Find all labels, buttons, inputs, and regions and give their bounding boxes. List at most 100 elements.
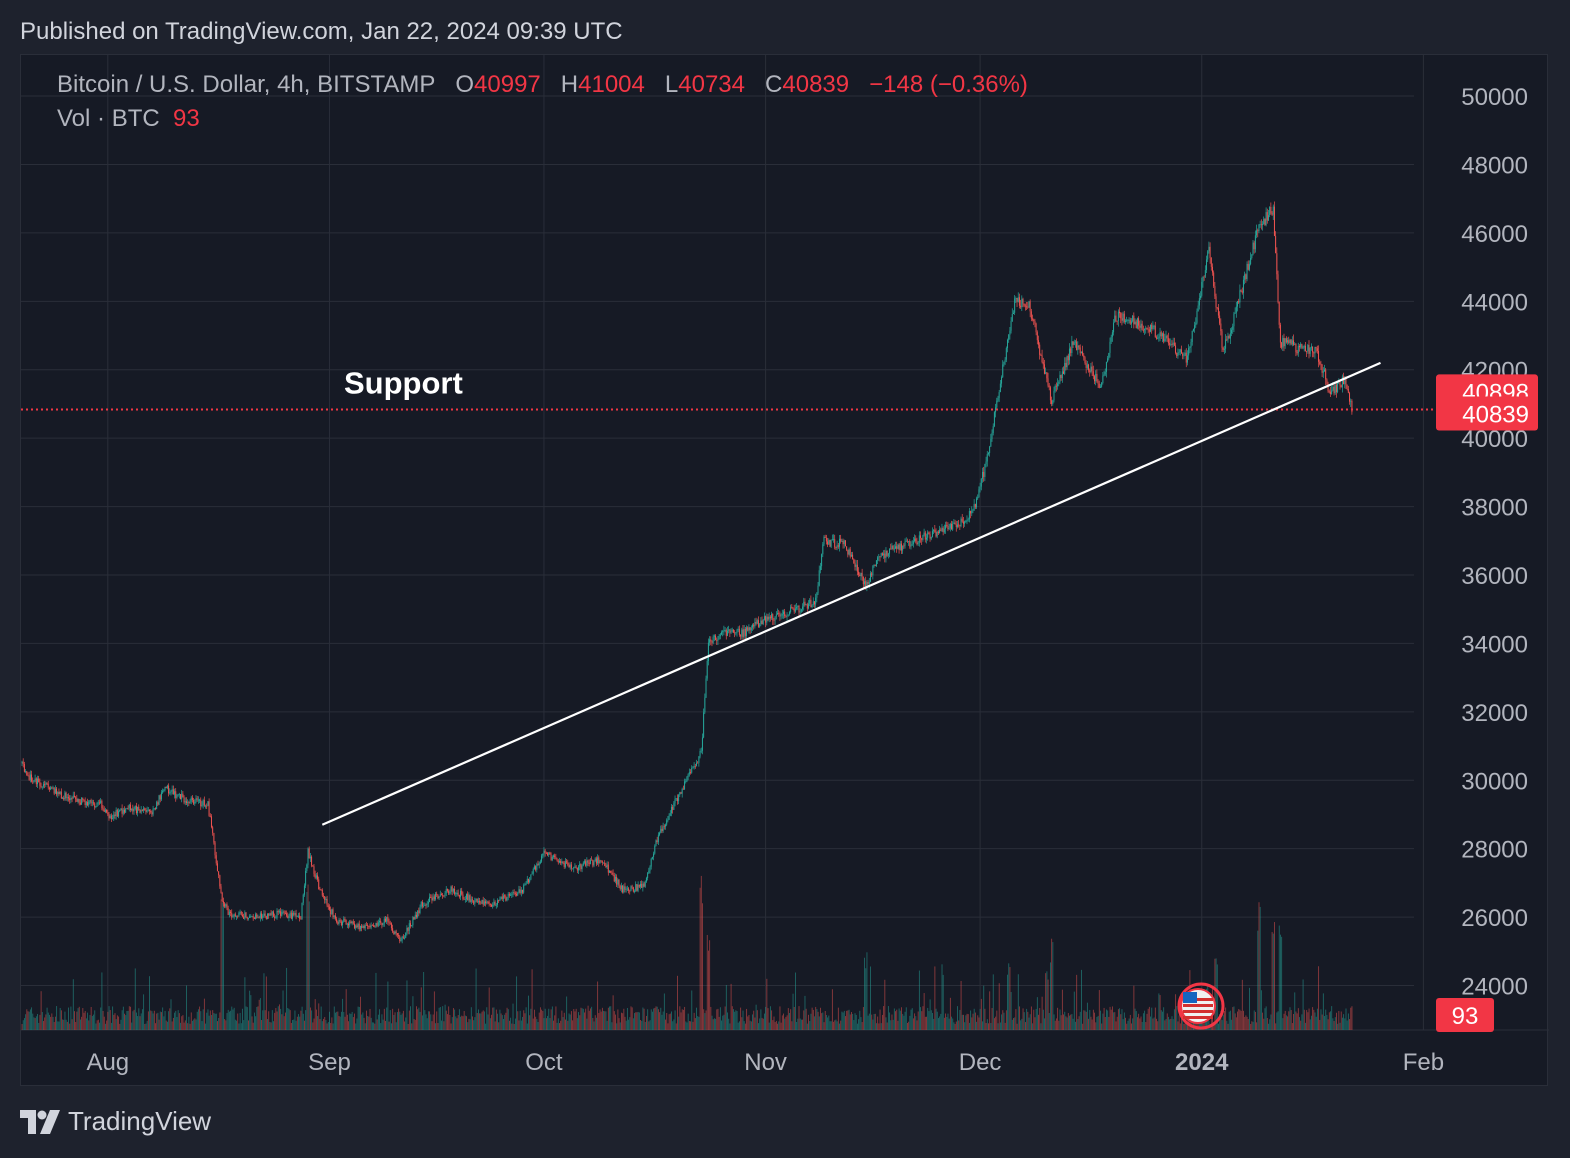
volume-bar [955,1021,957,1030]
volume-bar [475,968,477,1030]
volume-bar [559,1023,560,1030]
candle-body [215,855,217,864]
candle-body [1281,342,1283,348]
candle-body [753,624,755,627]
candle-body [656,840,658,843]
volume-bar [1019,1006,1020,1030]
candle-body [171,789,173,792]
candle-body [212,827,214,833]
volume-bar [610,1006,612,1030]
time-tick-label: 2024 [1175,1049,1229,1076]
candle-body [464,899,466,901]
candle-body [1204,270,1206,277]
volume-bar [937,1018,939,1030]
candle-body [237,915,239,917]
volume-bar [1332,1018,1334,1030]
candle-body [45,782,47,785]
candle-body [995,407,997,413]
support-trendline[interactable] [321,361,1381,826]
candle-body [1033,319,1035,321]
chart-area[interactable]: Support 50000 48000 46000 44000 42000 40000 380… [20,54,1549,1087]
candle-body [272,911,274,917]
volume-bar [470,1007,472,1030]
volume-bar [171,1021,173,1030]
candle-body [1314,347,1316,354]
candle-body [996,400,998,408]
candle-body [1099,386,1101,388]
candle-body [1051,400,1053,404]
volume-bar [591,1006,593,1030]
candle-body [219,875,221,887]
volume-bar [357,1006,359,1030]
candle-body [905,540,907,542]
candle-body [704,697,706,713]
price-axis[interactable]: 5000048000460004400042000400003800036000… [1461,84,1528,1000]
volume-bar [837,1007,839,1030]
volume-bar [1059,1009,1061,1030]
candle-body [525,883,527,885]
candle-body [1339,380,1341,386]
volume-bar [1215,958,1217,1030]
candle-body [88,801,90,806]
candle-body [46,782,48,784]
volume-bar [823,1022,825,1030]
volume-bar [744,1023,746,1030]
candle-body [1009,330,1011,335]
volume-bar [430,1014,432,1030]
candle-body [780,615,782,617]
support-annotation[interactable]: Support [344,366,463,401]
volume-label[interactable]: Vol · BTC [57,105,160,132]
volume-bar [761,1017,763,1030]
volume-bar [806,1023,808,1030]
symbol-name[interactable]: Bitcoin / U.S. Dollar, 4h, BITSTAMP [57,71,436,98]
time-axis[interactable]: AugSepOctNovDec2024FebMar [86,1049,1549,1076]
candle-body [1076,341,1078,350]
volume-bar [960,980,962,1030]
candle-body [319,889,321,890]
tradingview-brand[interactable]: TradingView [20,1106,211,1137]
volume-bar [1021,1018,1023,1030]
volume-bar [1078,1016,1080,1030]
volume-bar [1268,1023,1269,1030]
candle-body [207,801,209,806]
volume-bar [275,1007,277,1030]
volume-bar [389,1010,391,1030]
candle-body [1088,364,1090,371]
candle-body [1142,329,1144,331]
candle-body [369,926,371,928]
candle-body [307,848,309,865]
candle-body [1163,333,1165,342]
volume-bar [299,1016,301,1030]
volume-bar [1140,1016,1142,1030]
candle-body [561,861,563,864]
candle-body [624,886,626,890]
candle-body [123,809,125,813]
volume-bar [1165,1019,1167,1030]
candle-body [160,792,162,800]
us-flag-event-icon[interactable] [1177,982,1225,1030]
volume-bar [725,984,727,1030]
volume-bar [587,1005,589,1030]
price-chart[interactable]: Support 500004800046000440004200040000380… [21,55,1549,1087]
candle-body [419,906,421,914]
candle-body [1117,311,1119,321]
volume-bar [600,1011,602,1030]
volume-bar [1119,1008,1121,1030]
volume-bar [820,1007,821,1030]
candle-body [759,624,761,627]
candle-body [269,913,271,916]
volume-bar [338,1015,340,1030]
volume-bar [692,1021,694,1030]
candle-body [1042,362,1044,365]
candle-body [364,924,366,929]
candle-body [1026,306,1028,308]
candle-body [1310,346,1312,348]
candle-body [76,798,78,802]
candle-body [878,556,880,558]
candle-body [116,809,118,817]
candle-body [448,891,450,894]
candle-body [1022,298,1024,304]
volume-bar [939,1016,941,1030]
volume-bar [199,1006,201,1030]
volume-bar [28,1011,30,1030]
